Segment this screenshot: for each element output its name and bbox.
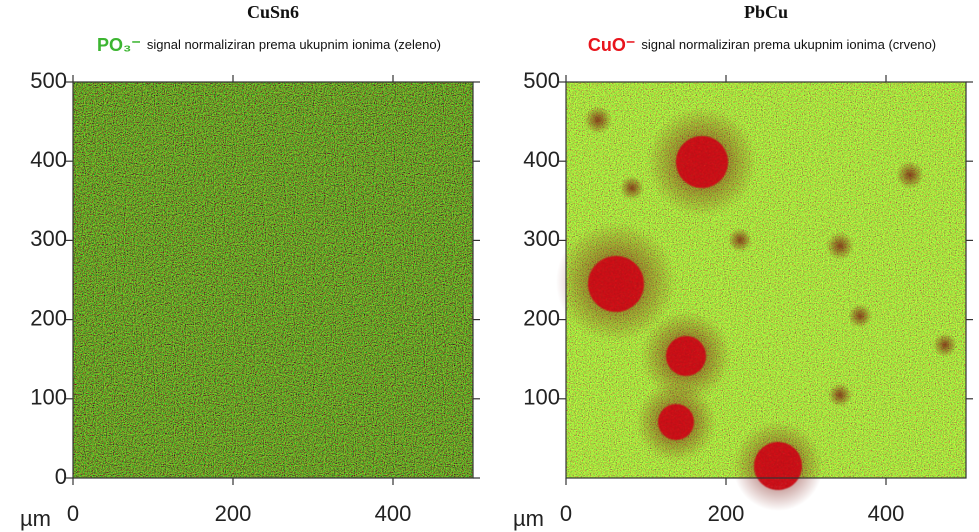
ion-label: CuO⁻: [588, 35, 636, 55]
y-tick-label: 500: [30, 68, 67, 93]
x-tick-label: 200: [215, 501, 252, 526]
chart-title: CuSn6: [247, 2, 299, 22]
plot-frame: [72, 81, 474, 479]
y-tick-label: 500: [523, 68, 560, 93]
x-tick-label: 400: [868, 501, 905, 526]
map-image: [73, 82, 473, 478]
chart-title: PbCu: [744, 2, 788, 22]
chart-subtitle: CuO⁻ signal normaliziran prema ukupnim io…: [588, 35, 936, 55]
y-tick-label: 200: [30, 305, 67, 330]
red-regions: [556, 106, 957, 511]
maps: [73, 82, 966, 511]
x-tick-label: 0: [560, 501, 572, 526]
y-tick-label: 0: [55, 464, 67, 489]
subtitle-text: signal normaliziran prema ukupnim ionima…: [147, 37, 441, 52]
subtitle-text: signal normaliziran prema ukupnim ionima…: [641, 37, 936, 52]
y-tick-label: 300: [30, 226, 67, 251]
y-tick-label: 100: [30, 385, 67, 410]
y-tick-label: 200: [523, 305, 560, 330]
x-tick-label: 0: [67, 501, 79, 526]
x-unit: µm: [20, 506, 51, 531]
x-tick-label: 400: [375, 501, 412, 526]
y-tick-label: 100: [523, 385, 560, 410]
chart-subtitle: PO₃⁻ signal normaliziran prema ukupnim io…: [97, 35, 441, 55]
plot-frame: [565, 81, 967, 479]
y-tick-label: 300: [523, 226, 560, 251]
ion-label: PO₃⁻: [97, 35, 141, 55]
x-tick-label: 200: [708, 501, 745, 526]
y-tick-label: 400: [30, 147, 67, 172]
y-tick-label: 400: [523, 147, 560, 172]
x-unit: µm: [513, 506, 544, 531]
